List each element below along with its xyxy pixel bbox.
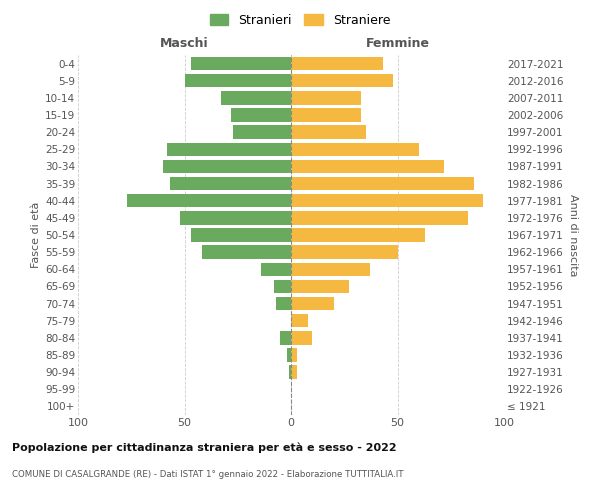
Bar — [185, 74, 291, 88]
Bar — [291, 228, 425, 241]
Bar — [232, 108, 291, 122]
Bar — [291, 262, 370, 276]
Bar — [233, 126, 291, 139]
Y-axis label: Fasce di età: Fasce di età — [31, 202, 41, 268]
Bar — [291, 126, 365, 139]
Bar — [291, 314, 308, 328]
Bar — [163, 160, 291, 173]
Text: Popolazione per cittadinanza straniera per età e sesso - 2022: Popolazione per cittadinanza straniera p… — [12, 442, 397, 453]
Legend: Stranieri, Straniere: Stranieri, Straniere — [205, 8, 395, 32]
Bar — [191, 228, 291, 241]
Bar — [191, 57, 291, 70]
Bar — [280, 331, 291, 344]
Bar — [127, 194, 291, 207]
Bar — [167, 142, 291, 156]
Bar — [291, 331, 313, 344]
Bar — [274, 280, 291, 293]
Bar — [291, 366, 298, 379]
Bar — [291, 91, 361, 104]
Bar — [291, 194, 483, 207]
Bar — [291, 211, 468, 224]
Y-axis label: Anni di nascita: Anni di nascita — [568, 194, 578, 276]
Bar — [291, 348, 298, 362]
Text: COMUNE DI CASALGRANDE (RE) - Dati ISTAT 1° gennaio 2022 - Elaborazione TUTTITALI: COMUNE DI CASALGRANDE (RE) - Dati ISTAT … — [12, 470, 404, 479]
Bar — [221, 91, 291, 104]
Bar — [291, 297, 334, 310]
Text: Maschi: Maschi — [160, 37, 209, 50]
Bar — [291, 57, 383, 70]
Bar — [289, 366, 291, 379]
Bar — [291, 74, 393, 88]
Bar — [287, 348, 291, 362]
Bar — [291, 108, 361, 122]
Bar — [170, 177, 291, 190]
Bar — [180, 211, 291, 224]
Bar — [202, 246, 291, 259]
Bar — [261, 262, 291, 276]
Bar — [276, 297, 291, 310]
Bar — [291, 142, 419, 156]
Bar — [291, 246, 398, 259]
Bar — [291, 160, 445, 173]
Bar — [291, 177, 474, 190]
Text: Femmine: Femmine — [365, 37, 430, 50]
Bar — [291, 280, 349, 293]
